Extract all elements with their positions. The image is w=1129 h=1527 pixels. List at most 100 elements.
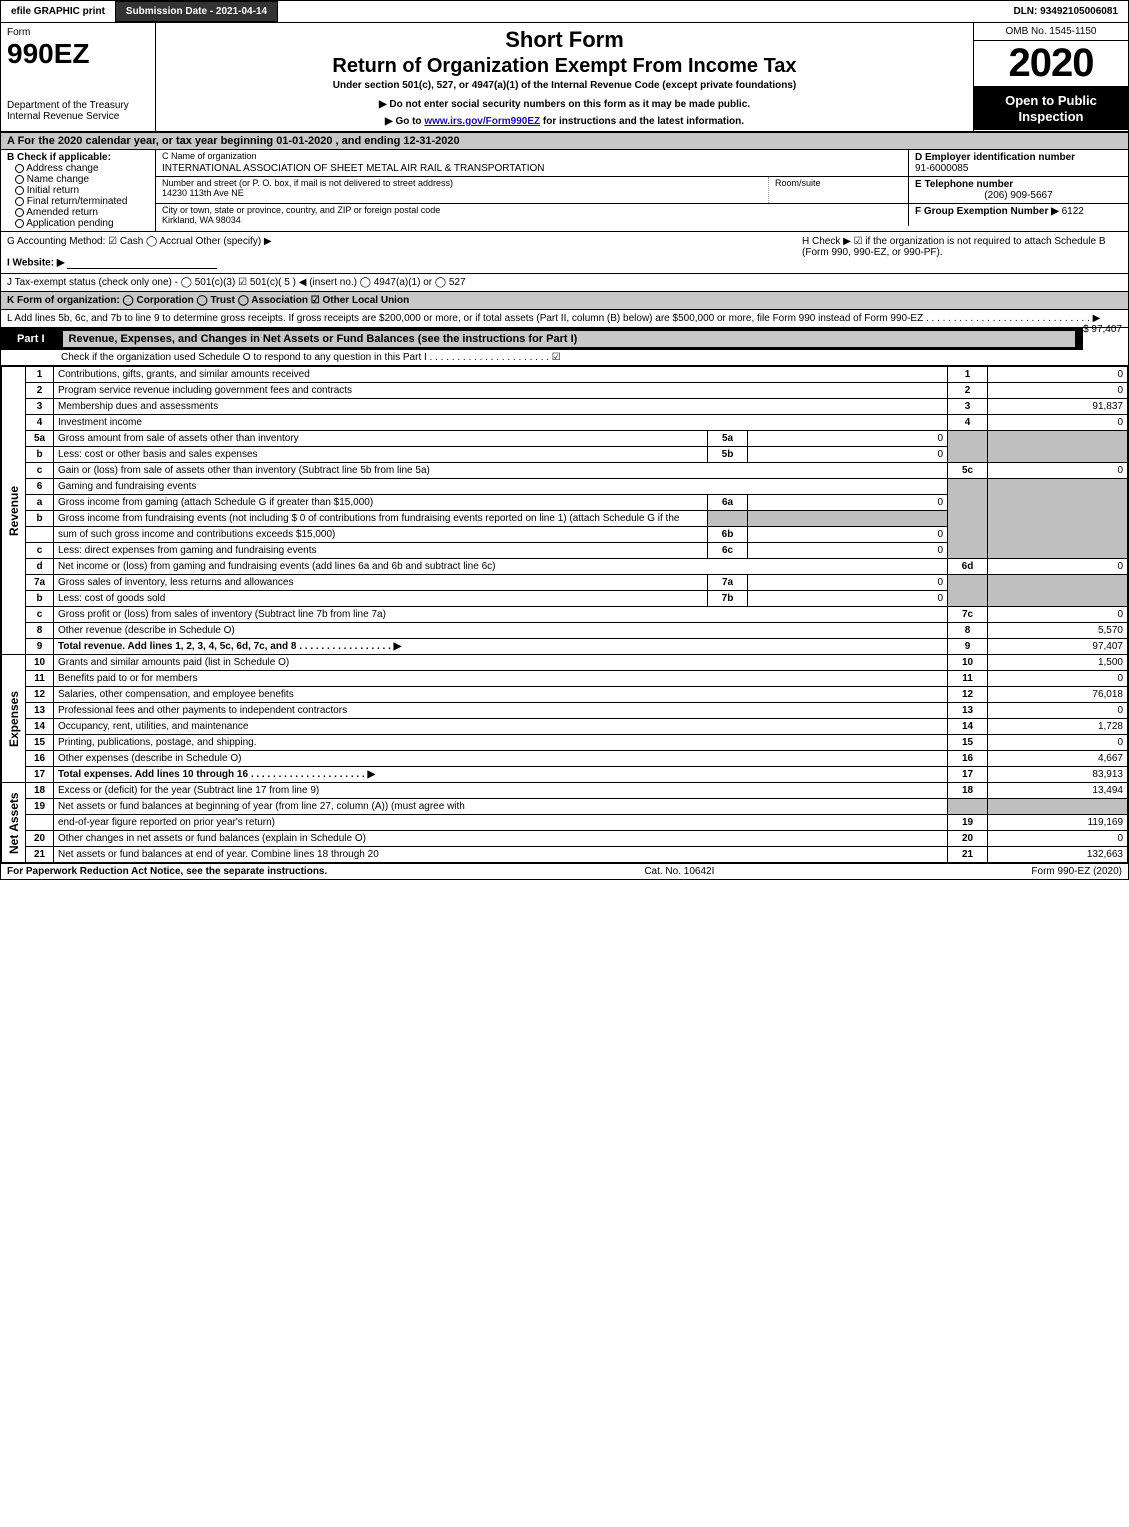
line-1-num: 1 [26,367,54,383]
line-6b-desc1: Gross income from fundraising events (no… [54,511,708,527]
line-21-desc: Net assets or fund balances at end of ye… [54,847,948,863]
chk-final-return[interactable]: Final return/terminated [15,196,149,207]
line-7c-val: 0 [988,607,1128,623]
group-exemption: 6122 [1062,206,1084,217]
line-6-num: 6 [26,479,54,495]
line-5b-desc: Less: cost or other basis and sales expe… [54,447,708,463]
line-5b-ref: 5b [708,447,748,463]
line-6a-ref: 6a [708,495,748,511]
line-6b-ref: 6b [708,527,748,543]
room-suite-label: Room/suite [768,177,908,203]
part-i-title: Revenue, Expenses, and Changes in Net As… [63,331,1076,347]
line-5a-ref: 5a [708,431,748,447]
line-21-ref: 21 [948,847,988,863]
line-14-num: 14 [26,719,54,735]
line-10-ref: 10 [948,655,988,671]
short-form-title: Short Form [162,27,967,53]
gross-receipts-value: $ 97,407 [1083,324,1122,335]
line-1-ref: 1 [948,367,988,383]
line-15-num: 15 [26,735,54,751]
section-f-label: F Group Exemption Number ▶ [915,206,1059,217]
line-18-val: 13,494 [988,783,1128,799]
form-footer: Form 990-EZ (2020) [1031,866,1122,877]
line-5c-desc: Gain or (loss) from sale of assets other… [54,463,948,479]
netassets-section-label: Net Assets [2,783,26,863]
line-6c-val: 0 [748,543,948,559]
line-4-ref: 4 [948,415,988,431]
line-13-desc: Professional fees and other payments to … [54,703,948,719]
city-label: City or town, state or province, country… [162,205,902,215]
section-e-label: E Telephone number [915,179,1122,190]
line-18-num: 18 [26,783,54,799]
form-label: Form [7,27,149,38]
line-4-desc: Investment income [54,415,948,431]
line-6d-ref: 6d [948,559,988,575]
line-5c-num: c [26,463,54,479]
line-8-ref: 8 [948,623,988,639]
line-5b-val: 0 [748,447,948,463]
section-j-tax-exempt: J Tax-exempt status (check only one) - ◯… [1,274,1128,292]
expenses-section-label: Expenses [2,655,26,783]
omb-number: OMB No. 1545-1150 [974,23,1128,41]
line-8-desc: Other revenue (describe in Schedule O) [54,623,948,639]
efile-graphic-print[interactable]: efile GRAPHIC print [1,2,115,21]
website-field[interactable] [67,257,217,269]
chk-application-pending[interactable]: Application pending [15,218,149,229]
line-9-val: 97,407 [988,639,1128,655]
line-5a-num: 5a [26,431,54,447]
line-6c-ref: 6c [708,543,748,559]
line-11-ref: 11 [948,671,988,687]
chk-name-change[interactable]: Name change [15,174,149,185]
line-20-desc: Other changes in net assets or fund bala… [54,831,948,847]
section-d-label: D Employer identification number [915,152,1122,163]
section-i-website: I Website: ▶ [7,258,65,269]
line-19-num: 19 [26,799,54,815]
line-11-num: 11 [26,671,54,687]
line-19-desc1: Net assets or fund balances at beginning… [54,799,948,815]
line-17-num: 17 [26,767,54,783]
line-6-desc: Gaming and fundraising events [54,479,948,495]
line-13-val: 0 [988,703,1128,719]
section-c-label: C Name of organization [156,150,908,162]
irs-link[interactable]: www.irs.gov/Form990EZ [424,116,540,127]
line-6a-desc: Gross income from gaming (attach Schedul… [54,495,708,511]
line-3-num: 3 [26,399,54,415]
line-16-ref: 16 [948,751,988,767]
line-7b-val: 0 [748,591,948,607]
chk-address-change[interactable]: Address change [15,163,149,174]
section-b-label: B Check if applicable: [7,152,149,163]
street-address: 14230 113th Ave NE [162,188,762,198]
line-7c-desc: Gross profit or (loss) from sales of inv… [54,607,948,623]
line-6c-desc: Less: direct expenses from gaming and fu… [54,543,708,559]
line-8-val: 5,570 [988,623,1128,639]
line-18-desc: Excess or (deficit) for the year (Subtra… [54,783,948,799]
paperwork-notice: For Paperwork Reduction Act Notice, see … [7,866,327,877]
ein: 91-6000085 [915,163,1122,174]
chk-initial-return[interactable]: Initial return [15,185,149,196]
line-7c-ref: 7c [948,607,988,623]
line-6d-val: 0 [988,559,1128,575]
line-17-ref: 17 [948,767,988,783]
line-9-num: 9 [26,639,54,655]
line-6a-num: a [26,495,54,511]
section-g-accounting: G Accounting Method: ☑ Cash ◯ Accrual Ot… [7,236,802,247]
line-12-desc: Salaries, other compensation, and employ… [54,687,948,703]
line-19-ref: 19 [948,815,988,831]
goto-post: for instructions and the latest informat… [540,116,744,127]
under-section: Under section 501(c), 527, or 4947(a)(1)… [162,80,967,91]
open-public-inspection: Open to Public Inspection [974,87,1128,130]
line-7b-ref: 7b [708,591,748,607]
line-16-desc: Other expenses (describe in Schedule O) [54,751,948,767]
chk-amended-return[interactable]: Amended return [15,207,149,218]
line-15-val: 0 [988,735,1128,751]
row-a-taxyear: A For the 2020 calendar year, or tax yea… [1,133,1128,150]
line-18-ref: 18 [948,783,988,799]
line-2-desc: Program service revenue including govern… [54,383,948,399]
line-9-ref: 9 [948,639,988,655]
line-5b-num: b [26,447,54,463]
line-3-desc: Membership dues and assessments [54,399,948,415]
line-7a-desc: Gross sales of inventory, less returns a… [54,575,708,591]
telephone: (206) 909-5667 [915,190,1122,201]
line-21-val: 132,663 [988,847,1128,863]
line-15-ref: 15 [948,735,988,751]
